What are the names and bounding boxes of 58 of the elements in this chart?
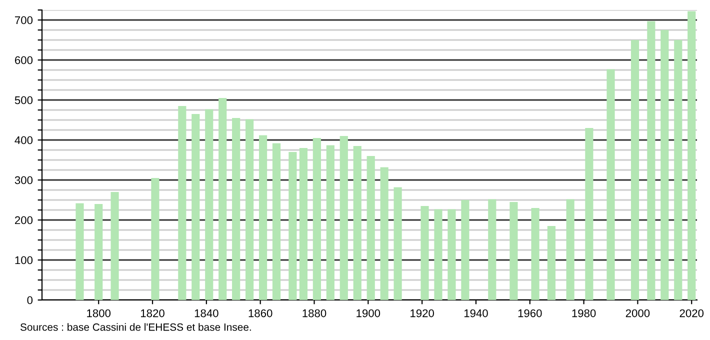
bar <box>630 40 640 300</box>
bar <box>151 178 160 300</box>
y-tick-label: 500 <box>14 96 33 104</box>
x-tick-label: 1960 <box>518 309 542 318</box>
bar <box>246 119 254 300</box>
bar <box>547 226 556 300</box>
y-tick-label: 0 <box>27 296 33 304</box>
bar <box>192 114 200 300</box>
bar <box>448 209 456 300</box>
x-tick-label: 1840 <box>194 309 218 318</box>
bar <box>218 98 227 300</box>
bar <box>585 128 594 300</box>
bar <box>434 209 442 300</box>
bar <box>94 204 103 300</box>
bar <box>461 200 470 300</box>
bar <box>688 11 696 300</box>
bar <box>205 109 214 300</box>
bar <box>312 138 321 300</box>
y-tick-label: 300 <box>14 176 33 184</box>
bar <box>488 199 496 300</box>
y-tick-label: 100 <box>15 256 33 264</box>
bar <box>394 187 402 300</box>
bar <box>366 156 375 300</box>
bar <box>531 208 540 300</box>
x-tick-label: 1920 <box>410 309 434 318</box>
y-tick-label: 600 <box>15 56 33 64</box>
x-tick-label: 1900 <box>356 309 380 318</box>
bar <box>380 167 388 300</box>
bar <box>674 40 682 300</box>
x-tick-label: 1880 <box>302 309 326 318</box>
bar <box>420 206 429 300</box>
bar <box>326 145 334 300</box>
bar <box>647 21 656 300</box>
x-tick-label: 1860 <box>248 309 272 318</box>
bar <box>258 135 268 300</box>
x-tick-label: 1820 <box>141 309 164 318</box>
bar <box>299 148 308 300</box>
x-tick-label: 2020 <box>680 309 704 318</box>
bar <box>110 192 119 300</box>
bar <box>660 30 669 300</box>
bar <box>232 118 240 300</box>
x-tick-label: 1800 <box>87 309 111 318</box>
bar <box>606 69 615 300</box>
bar <box>340 136 348 300</box>
bar <box>288 152 297 300</box>
source-note: Sources : base Cassini de l'EHESS et base Insee. <box>20 323 251 331</box>
bar <box>76 203 84 300</box>
y-tick-label: 700 <box>15 16 33 24</box>
bar <box>566 199 574 300</box>
bar <box>353 146 362 300</box>
x-tick-label: 1940 <box>464 309 488 318</box>
y-tick-label: 400 <box>14 136 33 144</box>
bar <box>178 106 186 300</box>
x-tick-label: 1980 <box>572 309 596 318</box>
bar <box>510 202 518 300</box>
y-tick-label: 200 <box>14 216 33 224</box>
x-tick-label: 2000 <box>626 309 650 318</box>
bar <box>272 143 281 300</box>
